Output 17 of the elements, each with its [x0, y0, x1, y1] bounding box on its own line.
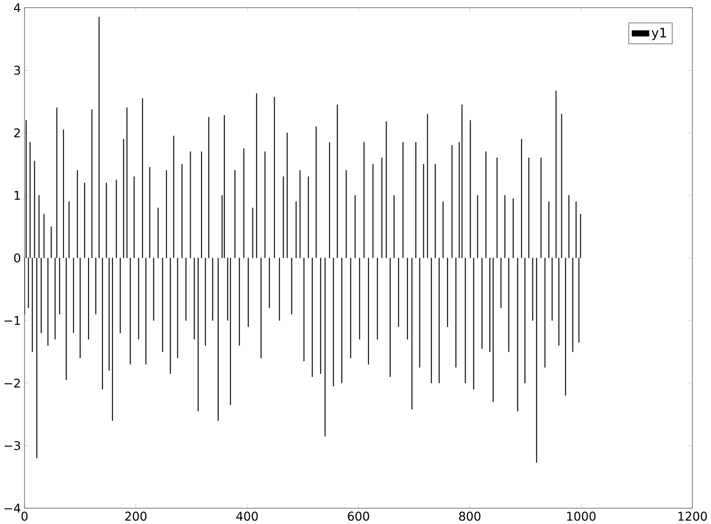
x-tick-label: 200 [125, 512, 146, 521]
y-tick-label: −1 [4, 316, 20, 325]
y-tick-label: 3 [14, 66, 20, 75]
x-tick-label: 800 [459, 512, 480, 521]
y-tick-label: −4 [4, 504, 20, 512]
y-tick-label: 2 [14, 128, 20, 138]
y-tick-label: −3 [4, 441, 20, 450]
x-tick-label: 1200 [678, 512, 707, 521]
legend-label: y1 [652, 28, 666, 40]
x-tick-label: 0 [22, 512, 28, 521]
y-tick-label: 0 [14, 253, 20, 262]
x-tick-label: 600 [348, 512, 370, 521]
y-tick-label: −2 [4, 378, 20, 388]
x-tick-label: 1000 [567, 512, 596, 521]
y-tick-label: 4 [14, 3, 20, 12]
y-tick-label: 1 [14, 190, 20, 200]
x-tick-label: 400 [236, 512, 258, 521]
